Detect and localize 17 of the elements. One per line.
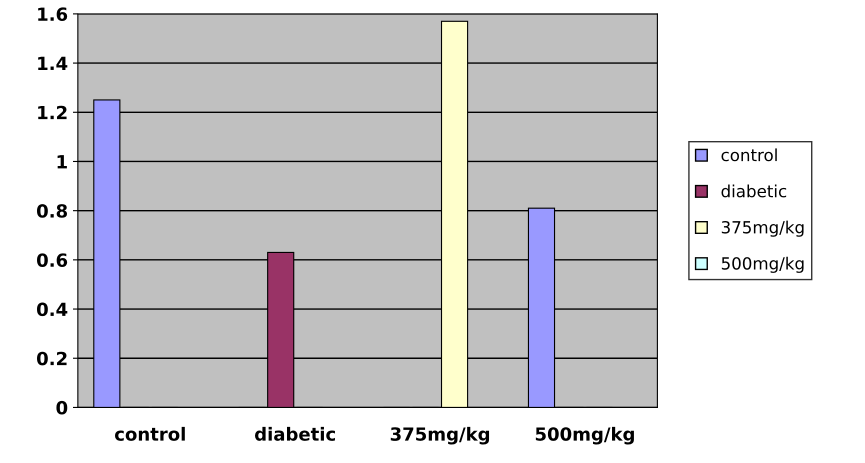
y-tick-label: 0.8: [37, 204, 68, 218]
y-tick-label: 0: [56, 400, 68, 415]
x-tick-label: 500mg/kg: [536, 426, 634, 444]
y-tick-label: 1.4: [38, 56, 68, 70]
x-tick-label: control: [115, 426, 185, 441]
y-tick-label: 0.4: [37, 302, 68, 316]
y-tick-label: 1.6: [38, 7, 68, 22]
legend-label: 500mg/kg: [722, 256, 804, 273]
legend-label: control: [722, 148, 777, 162]
y-tick-label: 1.2: [38, 106, 67, 120]
x-tick-label: 375mg/kg: [390, 426, 490, 444]
legend-label: 375mg/kg: [722, 220, 804, 237]
y-tick-label: 0.6: [37, 253, 68, 267]
y-tick-label: 0.2: [37, 352, 67, 366]
legend-label: diabetic: [722, 184, 786, 198]
x-tick-label: diabetic: [255, 426, 335, 441]
y-tick-label: 1: [58, 155, 67, 168]
